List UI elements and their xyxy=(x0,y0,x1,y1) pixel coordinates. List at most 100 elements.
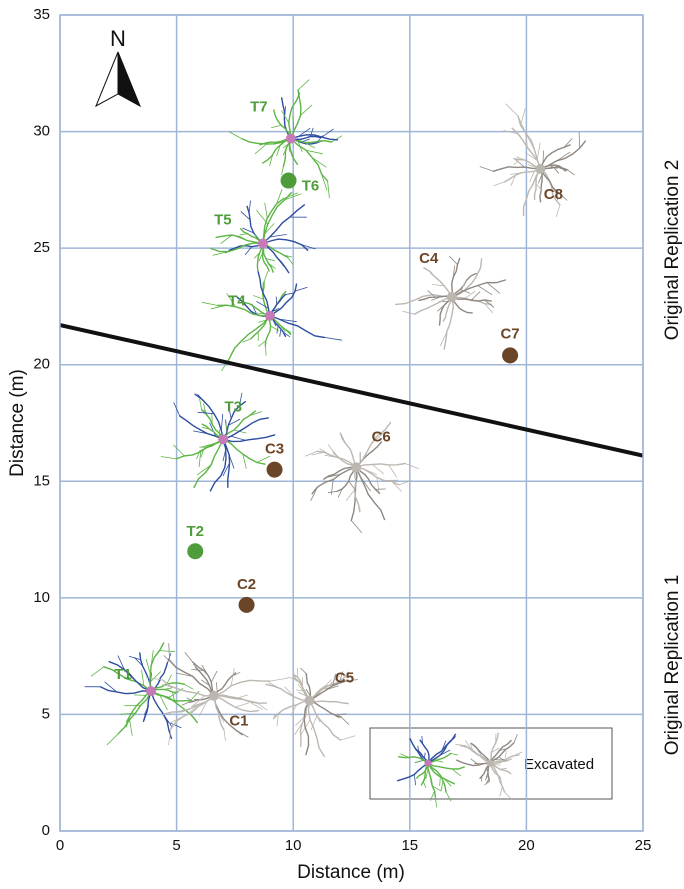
root-system xyxy=(211,189,316,272)
root-branch xyxy=(392,481,402,491)
root-branch xyxy=(282,166,284,175)
root-branch xyxy=(428,291,436,298)
root-branch xyxy=(328,491,337,492)
root-branch xyxy=(341,736,356,740)
north-arrow xyxy=(118,52,140,106)
y-tick-label: 25 xyxy=(33,239,50,256)
tree-point xyxy=(239,597,255,613)
root-branch xyxy=(182,702,189,705)
point-label: T5 xyxy=(214,211,232,228)
boundary-line xyxy=(60,325,643,456)
root-branch xyxy=(356,464,405,468)
root-branch xyxy=(210,439,226,491)
root-branch xyxy=(309,700,325,756)
root-branch xyxy=(230,316,270,357)
root-branch xyxy=(351,521,362,533)
root-branch xyxy=(91,667,104,677)
root-branch xyxy=(185,652,193,662)
root-branch xyxy=(199,452,201,467)
root-branch xyxy=(478,286,492,295)
root-branch xyxy=(521,109,526,126)
point-label: T2 xyxy=(186,523,204,540)
root-branch xyxy=(540,141,585,169)
root-branch xyxy=(312,158,326,168)
point-label: T3 xyxy=(224,398,242,415)
root-branch xyxy=(341,717,349,725)
root-center xyxy=(487,760,494,767)
root-center xyxy=(265,311,275,321)
root-branch xyxy=(349,481,354,489)
root-branch xyxy=(142,670,144,686)
root-branch xyxy=(258,272,270,316)
y-tick-label: 15 xyxy=(33,472,50,489)
x-tick-label: 25 xyxy=(635,837,652,854)
root-branch xyxy=(270,678,288,681)
root-branch xyxy=(202,302,218,305)
root-branch xyxy=(184,684,193,689)
root-center xyxy=(351,462,361,472)
point-label: T7 xyxy=(250,99,268,116)
tree-point xyxy=(187,543,203,559)
point-label: C2 xyxy=(237,576,256,593)
root-branch xyxy=(568,170,575,175)
y-axis-label: Distance (m) xyxy=(7,369,28,477)
root-branch xyxy=(107,734,119,745)
zone-label: Original Replication 2 xyxy=(662,160,683,341)
root-branch xyxy=(129,656,141,659)
north-label: N xyxy=(110,26,126,51)
point-label: C6 xyxy=(372,428,391,445)
root-branch xyxy=(229,132,242,139)
point-label: T6 xyxy=(302,178,320,195)
legend-label: Excavated xyxy=(524,756,594,773)
root-branch xyxy=(506,104,518,116)
root-branch xyxy=(150,643,164,691)
point-label: T1 xyxy=(114,666,132,683)
point-label: C5 xyxy=(335,669,354,686)
root-branch xyxy=(487,283,500,294)
x-tick-label: 0 xyxy=(56,837,64,854)
root-branch xyxy=(224,730,226,741)
north-arrow xyxy=(96,52,118,106)
x-tick-label: 20 xyxy=(518,837,535,854)
root-branch xyxy=(375,489,386,490)
root-branch xyxy=(214,696,224,730)
root-branch xyxy=(403,311,415,314)
root-branch xyxy=(405,464,419,469)
root-branch xyxy=(480,167,494,172)
root-branch xyxy=(161,457,176,459)
root-system xyxy=(85,643,199,745)
root-center xyxy=(305,695,315,705)
root-branch xyxy=(253,296,263,300)
root-branch xyxy=(305,451,317,456)
root-branch xyxy=(449,256,457,265)
root-system xyxy=(480,104,586,217)
root-branch xyxy=(452,259,482,297)
root-branch xyxy=(310,700,341,740)
y-tick-label: 0 xyxy=(42,822,50,839)
point-label: C4 xyxy=(419,250,439,267)
root-branch xyxy=(264,271,268,281)
root-system xyxy=(305,423,419,533)
root-branch xyxy=(263,205,304,244)
point-label: C7 xyxy=(500,325,519,342)
root-branch xyxy=(173,445,184,456)
root-branch xyxy=(424,268,452,297)
root-branch xyxy=(494,182,505,186)
root-branch xyxy=(372,465,384,474)
page: Distance (m) Distance (m) Original Repli… xyxy=(0,0,684,889)
root-branch xyxy=(249,201,250,213)
root-branch xyxy=(271,125,281,128)
root-system xyxy=(146,643,288,745)
root-branch xyxy=(223,439,229,487)
root-branch xyxy=(346,490,354,501)
root-branch xyxy=(176,439,223,459)
root-center xyxy=(286,134,296,144)
y-tick-label: 35 xyxy=(33,6,50,23)
point-label: C3 xyxy=(265,441,284,458)
root-branch xyxy=(301,105,312,115)
root-branch xyxy=(556,205,560,217)
root-branch xyxy=(160,651,176,652)
root-branch xyxy=(134,695,146,696)
root-branch xyxy=(351,467,357,520)
x-tick-label: 15 xyxy=(401,837,418,854)
